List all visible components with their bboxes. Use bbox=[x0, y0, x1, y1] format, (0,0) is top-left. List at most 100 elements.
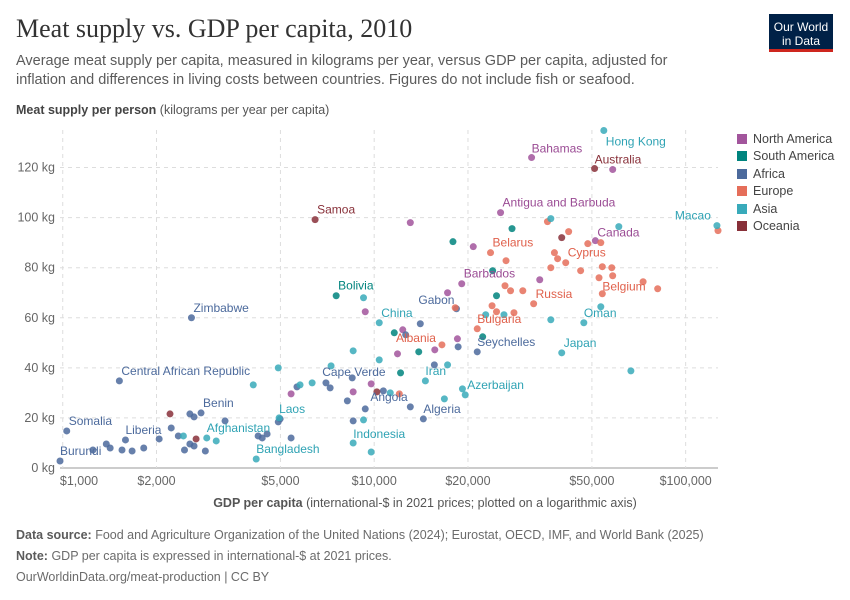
data-point bbox=[713, 222, 721, 230]
y-tick-label: 40 kg bbox=[24, 361, 55, 375]
point-label: Australia bbox=[595, 153, 642, 167]
data-point bbox=[63, 427, 71, 435]
legend-item[interactable]: South America bbox=[737, 148, 834, 166]
point-label: Algeria bbox=[423, 402, 461, 416]
point-label: Antigua and Barbuda bbox=[503, 196, 616, 210]
data-point bbox=[375, 319, 383, 327]
data-point bbox=[367, 380, 375, 388]
note-label: Note: bbox=[16, 549, 48, 563]
data-point bbox=[461, 391, 469, 399]
x-axis-label-bold: GDP per capita bbox=[213, 496, 303, 510]
data-point bbox=[479, 333, 487, 341]
point-label: Albania bbox=[396, 331, 436, 345]
point-label: Azerbaijan bbox=[467, 378, 524, 392]
data-point bbox=[444, 361, 452, 369]
data-point bbox=[349, 347, 357, 355]
data-point bbox=[361, 308, 369, 316]
data-point bbox=[554, 255, 562, 263]
data-source: Data source: Food and Agriculture Organi… bbox=[16, 528, 704, 542]
y-tick-label: 120 kg bbox=[17, 161, 55, 175]
data-point bbox=[580, 319, 588, 327]
x-tick-label: $2,000 bbox=[137, 474, 175, 488]
data-point bbox=[349, 439, 357, 447]
data-point bbox=[121, 436, 129, 444]
data-point bbox=[493, 292, 501, 300]
data-point bbox=[497, 209, 505, 217]
data-point bbox=[482, 311, 490, 319]
data-point bbox=[174, 432, 182, 440]
point-label: China bbox=[381, 306, 413, 320]
data-point bbox=[595, 274, 603, 282]
data-point bbox=[187, 314, 195, 322]
data-point bbox=[360, 294, 368, 302]
legend-swatch bbox=[737, 133, 747, 144]
data-point bbox=[349, 388, 357, 396]
x-tick-label: $50,000 bbox=[569, 474, 614, 488]
data-point bbox=[367, 448, 375, 456]
data-point bbox=[349, 417, 357, 425]
data-point bbox=[493, 308, 501, 316]
legend-item[interactable]: Africa bbox=[737, 165, 834, 183]
legend-item[interactable]: Europe bbox=[737, 183, 834, 201]
point-label: Benin bbox=[203, 396, 234, 410]
data-point bbox=[488, 302, 496, 310]
data-point bbox=[190, 442, 198, 450]
x-axis-label: GDP per capita (international-$ in 2021 … bbox=[0, 496, 850, 510]
data-point bbox=[275, 414, 283, 422]
data-point bbox=[547, 215, 555, 223]
data-point bbox=[609, 166, 617, 174]
data-point bbox=[379, 387, 387, 395]
point-label: Afghanistan bbox=[207, 421, 270, 435]
data-point bbox=[322, 379, 330, 387]
data-point bbox=[190, 413, 198, 421]
data-point bbox=[166, 410, 174, 418]
data-point bbox=[348, 374, 356, 382]
point-label: Canada bbox=[597, 226, 639, 240]
data-point bbox=[118, 446, 126, 454]
y-tick-label: 0 kg bbox=[31, 461, 55, 475]
data-point bbox=[597, 239, 605, 247]
legend-label: Asia bbox=[753, 201, 778, 216]
data-point bbox=[406, 219, 414, 227]
data-point bbox=[390, 329, 398, 337]
data-point bbox=[421, 377, 429, 385]
data-point bbox=[89, 446, 97, 454]
legend-swatch bbox=[737, 168, 747, 179]
data-point bbox=[326, 384, 334, 392]
data-point bbox=[558, 349, 566, 357]
data-point bbox=[451, 304, 459, 312]
x-tick-label: $100,000 bbox=[660, 474, 712, 488]
data-point bbox=[528, 154, 536, 162]
legend-item[interactable]: Asia bbox=[737, 200, 834, 218]
data-point bbox=[361, 405, 369, 413]
data-point bbox=[430, 361, 438, 369]
legend-item[interactable]: North America bbox=[737, 130, 834, 148]
legend-swatch bbox=[737, 186, 747, 197]
data-point bbox=[332, 292, 340, 300]
owid-logo[interactable]: Our World in Data bbox=[769, 14, 833, 52]
y-axis-label: Meat supply per person (kilograms per ye… bbox=[16, 103, 329, 117]
point-label: Indonesia bbox=[353, 427, 405, 441]
data-point bbox=[508, 225, 516, 233]
point-label: Russia bbox=[536, 287, 573, 301]
data-point bbox=[416, 320, 424, 328]
data-point bbox=[530, 300, 538, 308]
legend-item[interactable]: Oceania bbox=[737, 218, 834, 236]
data-point bbox=[394, 350, 402, 358]
note-text: GDP per capita is expressed in internati… bbox=[51, 549, 392, 563]
point-label: Laos bbox=[279, 402, 305, 416]
data-point bbox=[419, 415, 427, 423]
data-point bbox=[440, 395, 448, 403]
data-point bbox=[489, 267, 497, 275]
y-tick-label: 60 kg bbox=[24, 311, 55, 325]
data-point bbox=[577, 267, 585, 275]
source-link[interactable]: OurWorldinData.org/meat-production | CC … bbox=[16, 570, 270, 584]
data-point bbox=[386, 389, 394, 397]
point-label: Iran bbox=[425, 364, 446, 378]
x-tick-label: $1,000 bbox=[60, 474, 98, 488]
data-point bbox=[395, 390, 403, 398]
data-point bbox=[627, 367, 635, 375]
point-label: Angola bbox=[370, 390, 408, 404]
point-label: Oman bbox=[584, 306, 617, 320]
